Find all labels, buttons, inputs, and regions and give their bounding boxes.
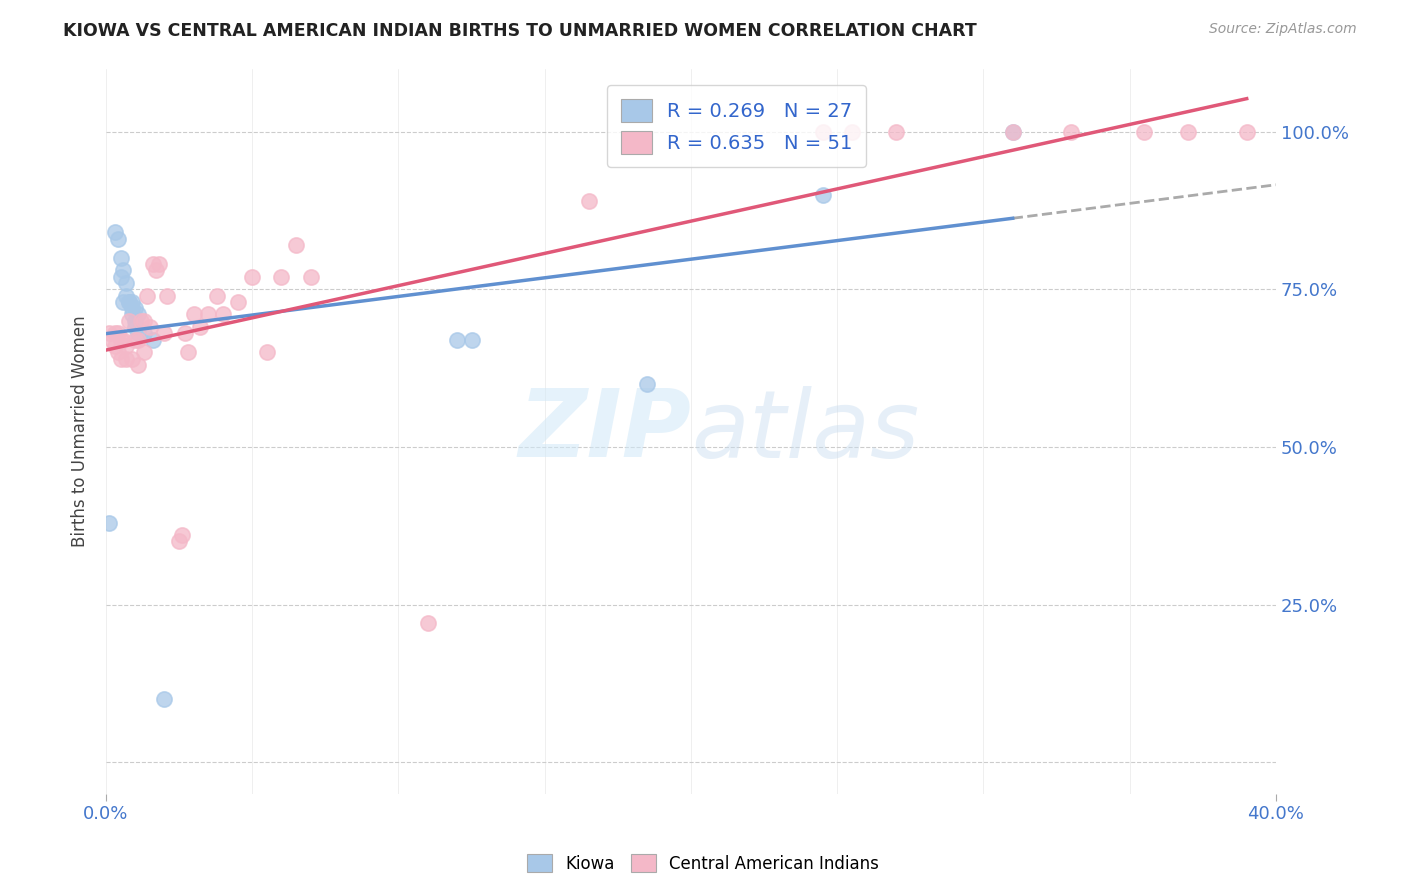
Point	[112, 333, 135, 347]
Point	[1001, 125, 1024, 139]
Point	[256, 345, 278, 359]
Point	[104, 326, 127, 341]
Point	[1177, 125, 1199, 139]
Point	[226, 294, 249, 309]
Point	[173, 326, 195, 341]
Point	[416, 616, 439, 631]
Point	[1060, 125, 1083, 139]
Point	[167, 534, 190, 549]
Point	[197, 308, 219, 322]
Point	[578, 194, 600, 208]
Point	[127, 308, 149, 322]
Point	[124, 333, 146, 347]
Point	[132, 314, 155, 328]
Point	[110, 333, 132, 347]
Point	[170, 528, 193, 542]
Point	[97, 516, 120, 530]
Point	[127, 358, 149, 372]
Point	[285, 238, 308, 252]
Point	[115, 339, 138, 353]
Point	[110, 251, 132, 265]
Point	[124, 314, 146, 328]
Point	[177, 345, 200, 359]
Point	[811, 125, 834, 139]
Point	[636, 376, 658, 391]
Point	[212, 308, 235, 322]
Point	[446, 333, 468, 347]
Point	[240, 269, 263, 284]
Point	[121, 351, 143, 366]
Point	[107, 345, 129, 359]
Point	[127, 326, 149, 341]
Point	[97, 326, 120, 341]
Point	[1236, 125, 1258, 139]
Point	[124, 301, 146, 315]
Point	[884, 125, 907, 139]
Point	[124, 320, 146, 334]
Point	[121, 308, 143, 322]
Point	[270, 269, 292, 284]
Point	[100, 333, 122, 347]
Text: KIOWA VS CENTRAL AMERICAN INDIAN BIRTHS TO UNMARRIED WOMEN CORRELATION CHART: KIOWA VS CENTRAL AMERICAN INDIAN BIRTHS …	[63, 22, 977, 40]
Point	[142, 333, 165, 347]
Point	[104, 226, 127, 240]
Point	[107, 232, 129, 246]
Point	[121, 301, 143, 315]
Point	[112, 263, 135, 277]
Point	[121, 294, 143, 309]
Text: ZIP: ZIP	[517, 385, 690, 477]
Point	[127, 333, 149, 347]
Point	[460, 333, 482, 347]
Point	[110, 351, 132, 366]
Point	[183, 308, 205, 322]
Text: Source: ZipAtlas.com: Source: ZipAtlas.com	[1209, 22, 1357, 37]
Point	[188, 320, 211, 334]
Point	[153, 692, 176, 706]
Point	[841, 125, 863, 139]
Point	[129, 314, 152, 328]
Point	[115, 276, 138, 290]
Point	[205, 288, 228, 302]
Y-axis label: Births to Unmarried Women: Births to Unmarried Women	[72, 315, 89, 547]
Point	[142, 257, 165, 271]
Point	[115, 288, 138, 302]
Point	[1001, 125, 1024, 139]
Point	[118, 294, 141, 309]
Point	[135, 288, 157, 302]
Point	[811, 187, 834, 202]
Legend: R = 0.269   N = 27, R = 0.635   N = 51: R = 0.269 N = 27, R = 0.635 N = 51	[607, 86, 866, 168]
Legend: Kiowa, Central American Indians: Kiowa, Central American Indians	[520, 847, 886, 880]
Point	[110, 269, 132, 284]
Point	[104, 339, 127, 353]
Point	[148, 257, 170, 271]
Text: atlas: atlas	[690, 385, 920, 476]
Point	[118, 294, 141, 309]
Point	[132, 326, 155, 341]
Point	[112, 294, 135, 309]
Point	[139, 320, 162, 334]
Point	[115, 351, 138, 366]
Point	[299, 269, 322, 284]
Point	[153, 326, 176, 341]
Point	[145, 263, 167, 277]
Point	[132, 345, 155, 359]
Point	[107, 326, 129, 341]
Point	[1133, 125, 1156, 139]
Point	[156, 288, 179, 302]
Point	[118, 314, 141, 328]
